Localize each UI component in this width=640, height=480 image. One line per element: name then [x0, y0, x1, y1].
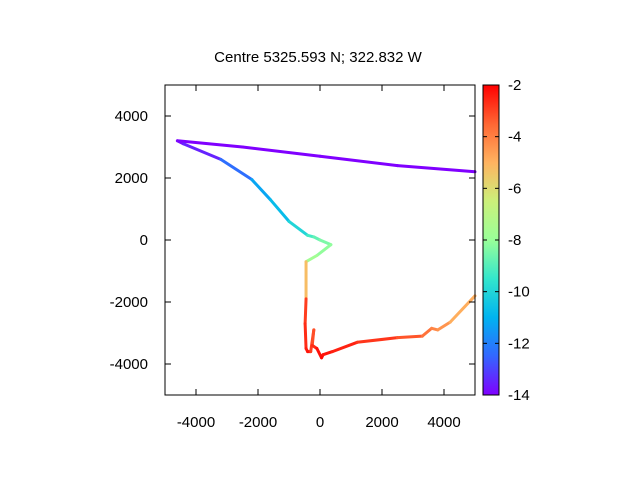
track-segment [318, 154, 399, 168]
track-segment [250, 178, 272, 202]
track-segment [396, 334, 424, 340]
plot-area [175, 139, 477, 360]
chart-title: Centre 5325.593 N; 322.832 W [214, 49, 422, 66]
y-tick-label: 4000 [115, 108, 148, 125]
track-segment [303, 297, 308, 326]
track-segment [448, 294, 477, 324]
y-tick-label: -2000 [110, 294, 148, 311]
x-tick-label: -4000 [177, 414, 215, 431]
x-axis: -4000 -2000 0 2000 4000 [177, 85, 461, 431]
track-segment [268, 198, 291, 223]
colorbar-tick-label: -2 [508, 77, 521, 94]
colorbar-tick-label: -8 [508, 232, 521, 249]
colorbar-gradient [483, 85, 499, 395]
track-segment [241, 145, 322, 158]
track-segment [175, 139, 244, 149]
colorbar-tick-label: -10 [508, 284, 530, 301]
track-segment [304, 254, 319, 264]
track-segment [330, 340, 359, 354]
track-segment [321, 350, 334, 357]
colorbar-tick-label: -4 [508, 129, 521, 146]
x-tick-label: 4000 [427, 414, 460, 431]
track-segment [355, 336, 399, 344]
colorbar-tick-label: -14 [508, 387, 530, 404]
track-segment [310, 328, 316, 347]
y-axis: -4000 -2000 0 2000 4000 [110, 108, 475, 373]
x-tick-label: 2000 [365, 414, 398, 431]
x-tick-label: 0 [316, 414, 324, 431]
track-segment [182, 142, 223, 161]
y-tick-label: -4000 [110, 356, 148, 373]
track-segment [287, 219, 310, 237]
x-tick-label: -2000 [239, 414, 277, 431]
track-segment [303, 322, 308, 350]
track-segment [318, 238, 333, 247]
colorbar-tick-label: -6 [508, 180, 521, 197]
track-segment [315, 243, 333, 257]
track-segment [219, 157, 254, 182]
colorbar-tick-label: -12 [508, 335, 530, 352]
track-segment [436, 320, 452, 332]
y-tick-label: 2000 [115, 170, 148, 187]
y-tick-label: 0 [140, 232, 148, 249]
track-segment [396, 164, 477, 174]
colorbar: -2 -4 -6 -8 -10 -12 -14 [482, 77, 530, 404]
track-segment [420, 326, 434, 338]
